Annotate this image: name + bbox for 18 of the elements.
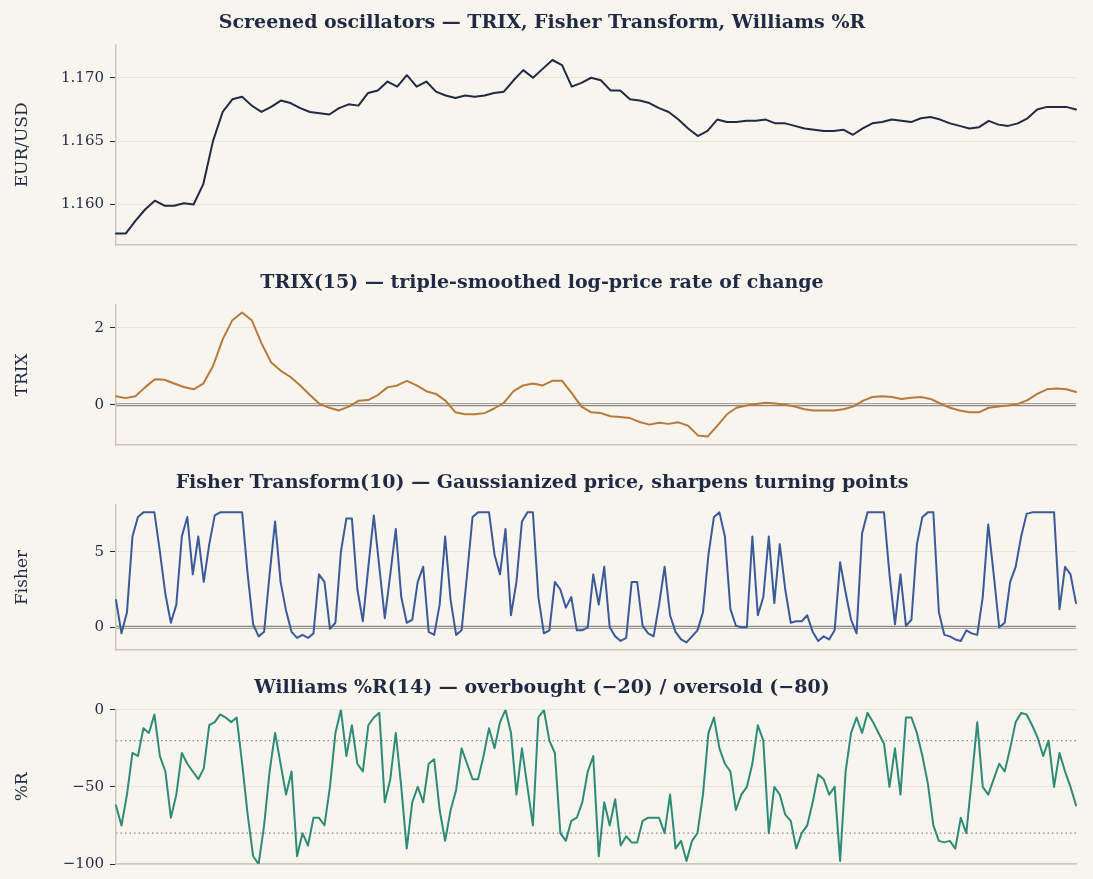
y-tick-label: 1.170: [61, 67, 104, 86]
y-tick-label: 2: [94, 317, 104, 336]
y-tick-label: 0: [94, 394, 104, 413]
y-tick-label: 0: [94, 617, 104, 636]
y-axis-title: EUR/USD: [10, 102, 31, 188]
y-tick-label: −100: [62, 853, 104, 872]
y-tick-label: 5: [94, 541, 104, 560]
y-tick-label: 1.160: [61, 194, 104, 213]
y-tick-label: 1.165: [61, 130, 104, 149]
y-axis-title: Fisher: [10, 548, 31, 605]
chart-title: Fisher Transform(10) — Gaussianized price, sharpens turning points: [175, 470, 909, 493]
y-axis-title: %R: [10, 771, 31, 802]
y-tick-label: 0: [94, 699, 104, 718]
y-tick-label: −50: [72, 776, 104, 795]
y-axis-title: TRIX: [10, 352, 31, 397]
chart-title: TRIX(15) — triple-smoothed log-price rate of change: [260, 270, 824, 293]
chart-title: Williams %R(14) — overbought (−20) / oversold (−80): [253, 675, 830, 698]
chart-title: Screened oscillators — TRIX, Fisher Transform, Williams %R: [218, 10, 866, 33]
